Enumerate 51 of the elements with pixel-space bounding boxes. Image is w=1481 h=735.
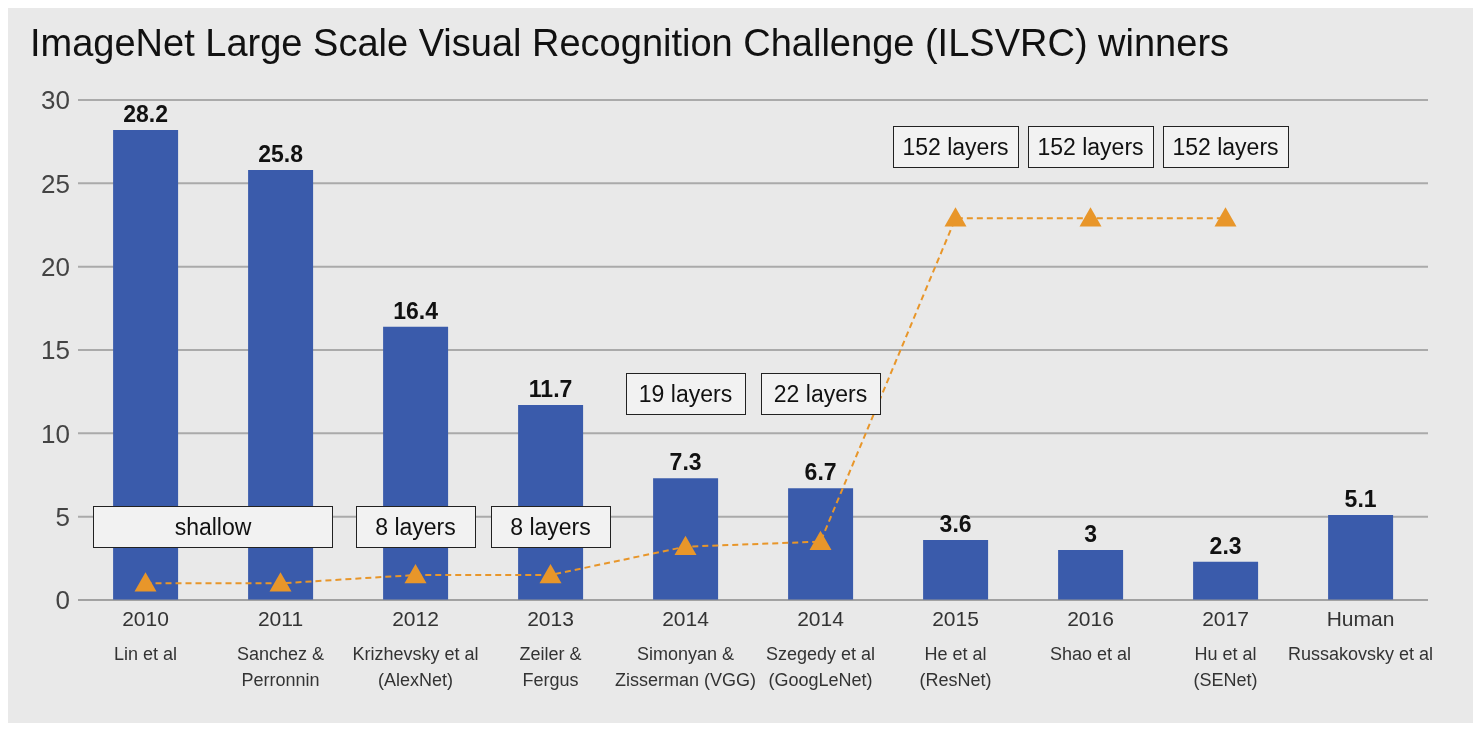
x-tick-label: 2014 Szegedy et al (GoogLeNet): [765, 607, 876, 690]
point: [134, 572, 157, 592]
x-tick-label: 2011 Sanchez & Perronnin: [236, 607, 325, 690]
x-tick-label: 2012 Krizhevsky et al (AlexNet): [352, 607, 479, 690]
data-label: 6.7: [804, 459, 837, 486]
y-tick-label: 25: [41, 168, 70, 199]
data-label: 5.1: [1344, 486, 1377, 512]
point: [944, 207, 967, 227]
x-tick-label: 2017 Hu et al (SENet): [1193, 607, 1258, 690]
data-label: 3: [1084, 521, 1097, 547]
x-tick-label: 2013 Zeiler & Fergus: [519, 607, 582, 690]
y-tick-label: 0: [55, 585, 70, 616]
bar: [1193, 561, 1259, 600]
point: [404, 564, 427, 584]
x-tick-label: Human Russakovsky et al: [1287, 607, 1434, 664]
label-frame: 8 layers: [355, 506, 476, 548]
label-frame: shallow: [93, 506, 333, 548]
bar: [1058, 550, 1124, 600]
y-tick-label: 5: [55, 501, 70, 532]
y-tick-label: 20: [41, 251, 70, 282]
data-label: 7.3: [669, 449, 702, 476]
point: [269, 572, 292, 592]
data-label: 16.4: [393, 297, 439, 324]
label-frame: 152 layers: [892, 126, 1019, 168]
data-label: 3.6: [939, 511, 972, 537]
chart-title: ImageNet Large Scale Visual Recognition Challenge (ILSVRC) winners: [29, 21, 1231, 66]
x-tick-label: 2016 Shao et al: [1049, 607, 1132, 664]
label-frame: 152 layers: [1027, 126, 1154, 168]
label-frame: 19 layers: [625, 373, 746, 415]
y-tick-label: 15: [41, 335, 70, 366]
data-label: 11.7: [528, 376, 573, 402]
bar: [653, 478, 719, 600]
y-tick-label: 10: [41, 418, 70, 449]
x-tick-label: 2014 Simonyan & Zisserman (VGG): [614, 607, 757, 690]
label-frame: 22 layers: [760, 373, 881, 415]
point: [674, 535, 697, 555]
x-tick-label: 2010 Lin et al: [113, 607, 178, 664]
point: [809, 530, 832, 550]
data-label: 25.8: [258, 141, 304, 167]
point: [1214, 207, 1237, 227]
data-label: 28.2: [123, 101, 168, 127]
label-frame: 8 layers: [490, 506, 611, 548]
bar: [788, 488, 854, 600]
label-frame: 152 layers: [1162, 126, 1289, 168]
bar: [1328, 515, 1394, 600]
point: [539, 564, 562, 584]
data-label: 2.3: [1209, 532, 1242, 559]
point: [1079, 207, 1102, 227]
bar: [923, 540, 989, 600]
x-tick-label: 2015 He et al (ResNet): [919, 607, 992, 690]
y-tick-label: 30: [41, 85, 70, 116]
